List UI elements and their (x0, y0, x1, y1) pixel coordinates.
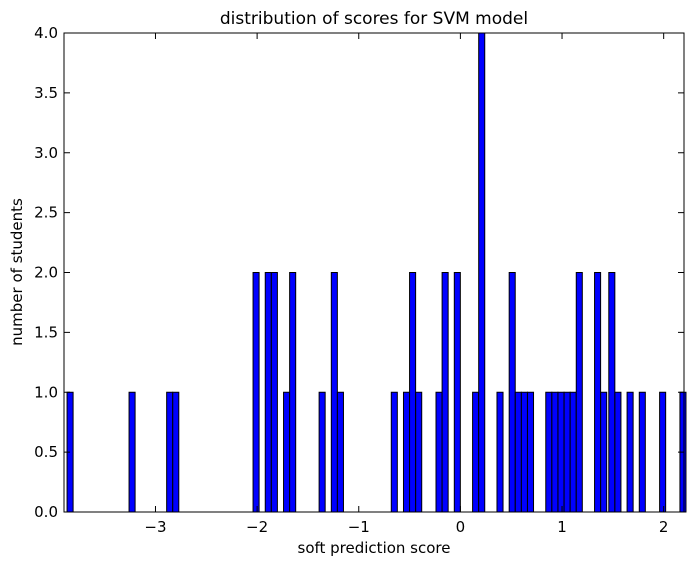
histogram-bar (409, 272, 417, 513)
histogram-bar (545, 391, 553, 513)
histogram-bar (252, 272, 260, 513)
x-tick-label: 2 (659, 518, 669, 536)
histogram-bar (626, 391, 634, 513)
y-tick-label: 4.0 (34, 24, 58, 42)
histogram-bar (594, 272, 602, 513)
y-axis-label: number of students (8, 198, 26, 346)
ticks-group: −3 −2 −1 0 1 2 0.0 0.5 1.0 1.5 2.0 2.5 3.0 3.5 4.0 (34, 24, 684, 536)
histogram-bar (283, 391, 291, 513)
histogram-bar (478, 32, 486, 513)
histogram-bar (526, 391, 535, 513)
histogram-bar (453, 272, 461, 513)
x-axis-label: soft prediction score (298, 539, 451, 557)
chart-title: distribution of scores for SVM model (220, 9, 528, 29)
y-tick-label: 3.5 (34, 84, 58, 102)
histogram-bar (289, 272, 297, 513)
y-tick-label: 1.5 (34, 323, 58, 341)
histogram-bar (600, 391, 608, 513)
histogram-bar (614, 391, 622, 513)
histogram-bar (608, 272, 616, 513)
y-tick-label: 0.5 (34, 443, 58, 461)
y-tick-label: 2.0 (34, 264, 58, 282)
y-tick-label: 2.5 (34, 204, 58, 222)
histogram-bar (318, 391, 326, 513)
histogram-bar (441, 272, 449, 513)
histogram-bar (270, 272, 278, 513)
y-tick-label: 1.0 (34, 383, 58, 401)
histogram-bar (435, 391, 443, 513)
histogram-bar (659, 391, 667, 513)
histogram-bar (563, 391, 571, 513)
histogram-bar (330, 272, 338, 513)
histogram-bar (415, 391, 423, 513)
histogram-bar (569, 391, 577, 513)
x-tick-label: 0 (456, 518, 466, 536)
x-tick-label: 1 (557, 518, 567, 536)
histogram-bar (390, 391, 398, 513)
x-tick-label: −1 (348, 518, 370, 536)
histogram-bar (264, 272, 272, 513)
histogram-bar (508, 272, 516, 513)
histogram-bar (638, 391, 646, 513)
x-tick-label: −3 (144, 518, 166, 536)
histogram-bar (514, 391, 522, 513)
histogram-bar (557, 391, 565, 513)
y-tick-label: 0.0 (34, 503, 58, 521)
histogram-bar (166, 391, 174, 513)
histogram-bar (336, 391, 344, 513)
histogram-bar (496, 391, 504, 513)
histogram-bar (128, 391, 136, 513)
histogram-bar (575, 272, 583, 513)
plot-area (64, 33, 684, 512)
histogram-bar (551, 391, 559, 513)
histogram-bar (472, 391, 480, 513)
x-tick-label: −2 (246, 518, 268, 536)
histogram-bar (520, 391, 528, 513)
histogram-bar (402, 391, 411, 513)
y-tick-label: 3.0 (34, 144, 58, 162)
histogram-bar (172, 391, 180, 513)
